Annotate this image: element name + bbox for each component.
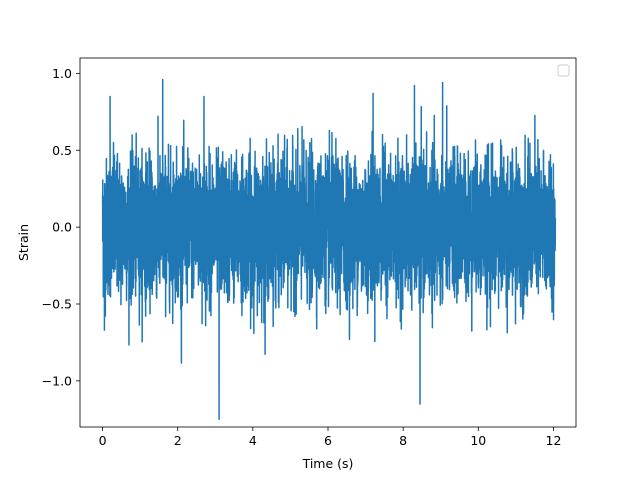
legend-box xyxy=(557,64,570,77)
x-tick-label: 2 xyxy=(174,433,182,448)
series-layer xyxy=(101,78,557,421)
x-tick-label: 4 xyxy=(249,433,257,448)
x-tick-label: 10 xyxy=(470,433,486,448)
y-tick-label: −1.0 xyxy=(42,373,72,388)
x-tick-label: 6 xyxy=(324,433,332,448)
y-tick-label: 1.0 xyxy=(52,66,72,81)
y-axis: −1.0 −0.5 0.0 0.5 1.0 xyxy=(42,66,80,388)
y-tick-label: −0.5 xyxy=(42,297,72,312)
x-axis-label: Time (s) xyxy=(302,456,354,471)
x-tick-label: 8 xyxy=(399,433,407,448)
x-axis: 0 2 4 6 8 10 12 xyxy=(99,427,562,448)
x-tick-label: 0 xyxy=(99,433,107,448)
x-tick-label: 12 xyxy=(546,433,562,448)
y-tick-label: 0.0 xyxy=(52,220,72,235)
strain-series-line xyxy=(101,78,557,421)
y-axis-label: Strain xyxy=(16,224,31,261)
y-tick-label: 0.5 xyxy=(52,143,72,158)
